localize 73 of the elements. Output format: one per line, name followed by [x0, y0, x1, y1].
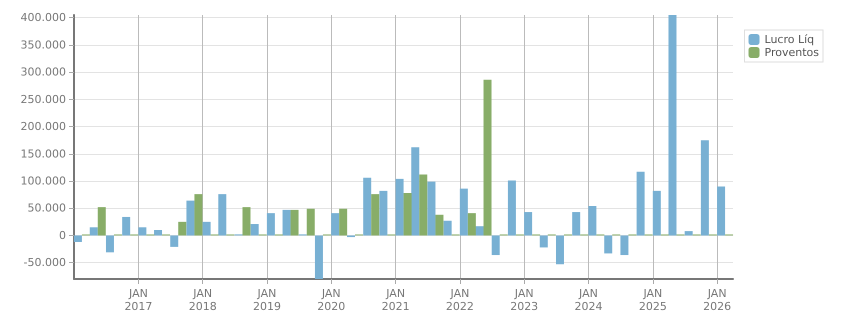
bar [379, 190, 388, 236]
bar [604, 235, 612, 254]
bar [524, 212, 532, 236]
x-tick-label: JAN 2017 [124, 287, 152, 313]
bar [484, 80, 492, 236]
bar [186, 200, 194, 236]
x-tick-label: JAN 2026 [703, 287, 732, 313]
y-tick-label: 150.000 [20, 147, 66, 160]
x-tick-label: JAN 2024 [574, 287, 602, 313]
bar [508, 180, 516, 236]
bar [435, 214, 444, 236]
bar [588, 206, 596, 236]
bar [122, 216, 130, 236]
bar [684, 231, 693, 236]
bar [717, 186, 726, 236]
bar [411, 147, 420, 236]
y-tick-label: 100.000 [20, 174, 66, 188]
bar [74, 235, 82, 242]
bar [476, 226, 484, 236]
bar [331, 213, 340, 236]
bar [90, 227, 98, 236]
x-tick-label: JAN 2019 [252, 287, 281, 313]
y-tick-label: 50.000 [28, 202, 66, 215]
bar [242, 207, 250, 236]
bar [636, 172, 645, 236]
bar [460, 188, 468, 236]
bar [396, 178, 404, 236]
bar [700, 140, 709, 236]
bar [652, 190, 661, 236]
x-tick-label: JAN 2018 [188, 287, 217, 313]
y-tick-label: -50.000 [24, 256, 66, 270]
bar [668, 15, 676, 236]
bar [178, 222, 186, 236]
y-tick-label: 350.000 [20, 38, 66, 52]
bar [556, 235, 564, 264]
bar [138, 227, 146, 236]
x-tick-label: JAN 2022 [446, 287, 474, 313]
bar [282, 210, 291, 236]
bar [468, 213, 476, 236]
x-tick-label: JAN 2023 [510, 287, 538, 313]
bar [314, 235, 323, 279]
bar [427, 182, 436, 236]
bar [170, 235, 178, 247]
bar [363, 178, 372, 236]
x-tick-label: JAN 2020 [317, 287, 346, 313]
bar [540, 235, 548, 248]
legend-label: Lucro Líq [764, 33, 814, 46]
y-tick-label: 0 [59, 228, 66, 242]
bar [444, 220, 452, 236]
bar [371, 194, 380, 236]
bar [404, 192, 412, 236]
bar [218, 194, 226, 236]
bar [419, 174, 428, 236]
bar [194, 194, 202, 236]
bar [306, 208, 315, 236]
bar [154, 230, 162, 236]
y-tick-label: 250.000 [20, 92, 66, 106]
x-tick-label: JAN 2021 [382, 287, 410, 313]
y-tick-label: 300.000 [20, 66, 66, 79]
y-tick-label: 200.000 [20, 120, 66, 134]
bar [290, 210, 299, 236]
bar [98, 207, 106, 236]
x-tick-label: JAN 2025 [638, 287, 667, 313]
bar [106, 235, 114, 252]
bar [572, 212, 580, 236]
bar [250, 224, 259, 236]
bar [202, 222, 211, 236]
bar [266, 213, 275, 236]
y-tick-label: 400.000 [20, 11, 66, 24]
bar [620, 235, 628, 256]
bar [339, 208, 348, 236]
bar [492, 235, 500, 256]
legend-label: Proventos [764, 46, 820, 59]
